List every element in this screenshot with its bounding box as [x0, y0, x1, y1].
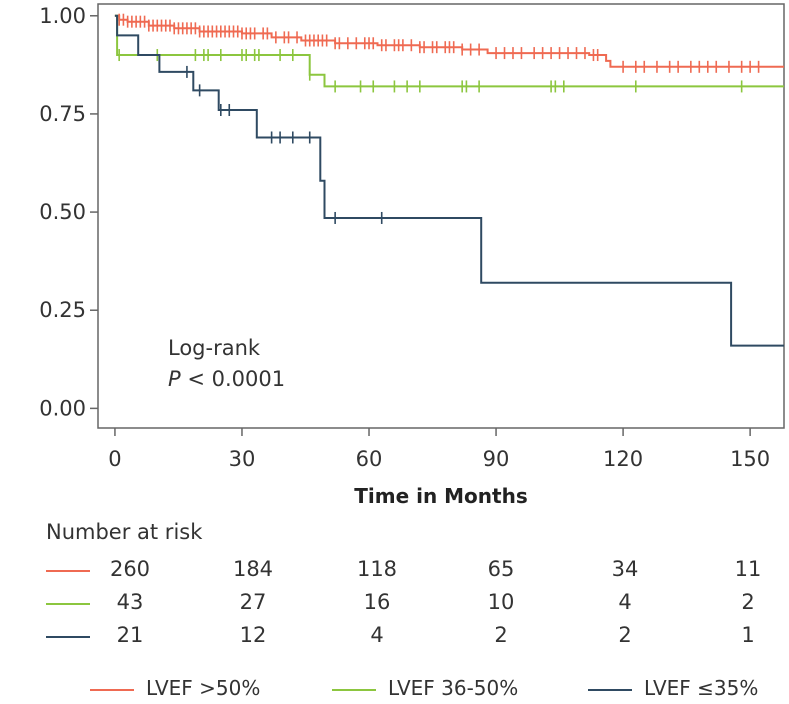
risk-table-title: Number at risk — [46, 520, 203, 544]
risk-cell: 65 — [487, 557, 515, 581]
risk-row-lvef-le35: 21 12 4 2 2 1 — [0, 623, 789, 653]
risk-cell: 260 — [109, 557, 151, 581]
risk-cell: 34 — [611, 557, 639, 581]
series-2 — [114, 14, 784, 347]
risk-cell: 1 — [741, 623, 755, 647]
y-tick-label: 0.00 — [39, 396, 86, 420]
risk-row-lvef-gt50: 260 184 118 65 34 11 — [0, 557, 789, 587]
legend-label: LVEF >50% — [146, 676, 261, 700]
risk-cell: 2 — [494, 623, 508, 647]
risk-cell: 4 — [370, 623, 384, 647]
risk-cell: 2 — [741, 590, 755, 614]
logrank-label: Log-rank — [168, 336, 261, 360]
risk-cell: 16 — [363, 590, 391, 614]
x-tick-label: 150 — [730, 447, 770, 471]
risk-cell: 11 — [734, 557, 762, 581]
x-axis: 0 30 60 90 120 150 — [108, 428, 770, 471]
x-tick-label: 120 — [603, 447, 643, 471]
risk-cell: 43 — [116, 590, 144, 614]
risk-cell: 2 — [618, 623, 632, 647]
risk-cell: 10 — [487, 590, 515, 614]
survival-curves — [114, 13, 784, 347]
x-tick-label: 30 — [229, 447, 256, 471]
risk-cell: 21 — [116, 623, 144, 647]
risk-row-swatch — [46, 603, 90, 605]
y-tick-label: 0.25 — [39, 298, 86, 322]
p-value-label: P < 0.0001 — [168, 367, 285, 391]
chart-legend: LVEF >50% LVEF 36-50% LVEF ≤35% — [0, 676, 789, 704]
risk-cell: 118 — [356, 557, 398, 581]
risk-row-swatch — [46, 570, 90, 572]
x-tick-label: 60 — [356, 447, 383, 471]
risk-row-swatch — [46, 636, 90, 638]
plot-frame — [97, 3, 785, 429]
y-axis: 0.00 0.25 0.50 0.75 1.00 — [39, 4, 98, 420]
legend-swatch — [588, 689, 632, 691]
risk-cell: 27 — [239, 590, 267, 614]
legend-label: LVEF 36-50% — [388, 676, 519, 700]
x-axis-title: Time in Months — [354, 484, 528, 508]
risk-cell: 184 — [232, 557, 274, 581]
survival-curve — [114, 14, 784, 347]
legend-swatch — [90, 689, 134, 691]
risk-cell: 12 — [239, 623, 267, 647]
x-tick-label: 0 — [108, 447, 121, 471]
series-0 — [114, 13, 784, 73]
risk-cell: 4 — [618, 590, 632, 614]
x-tick-label: 90 — [483, 447, 510, 471]
legend-swatch — [332, 689, 376, 691]
legend-label: LVEF ≤35% — [644, 676, 759, 700]
y-tick-label: 0.75 — [39, 102, 86, 126]
y-tick-label: 1.00 — [39, 4, 86, 28]
y-tick-label: 0.50 — [39, 200, 86, 224]
risk-row-lvef-36-50: 43 27 16 10 4 2 — [0, 590, 789, 620]
km-survival-chart: 0.00 0.25 0.50 0.75 1.00 0 30 60 90 120 150 Time … — [39, 3, 785, 508]
